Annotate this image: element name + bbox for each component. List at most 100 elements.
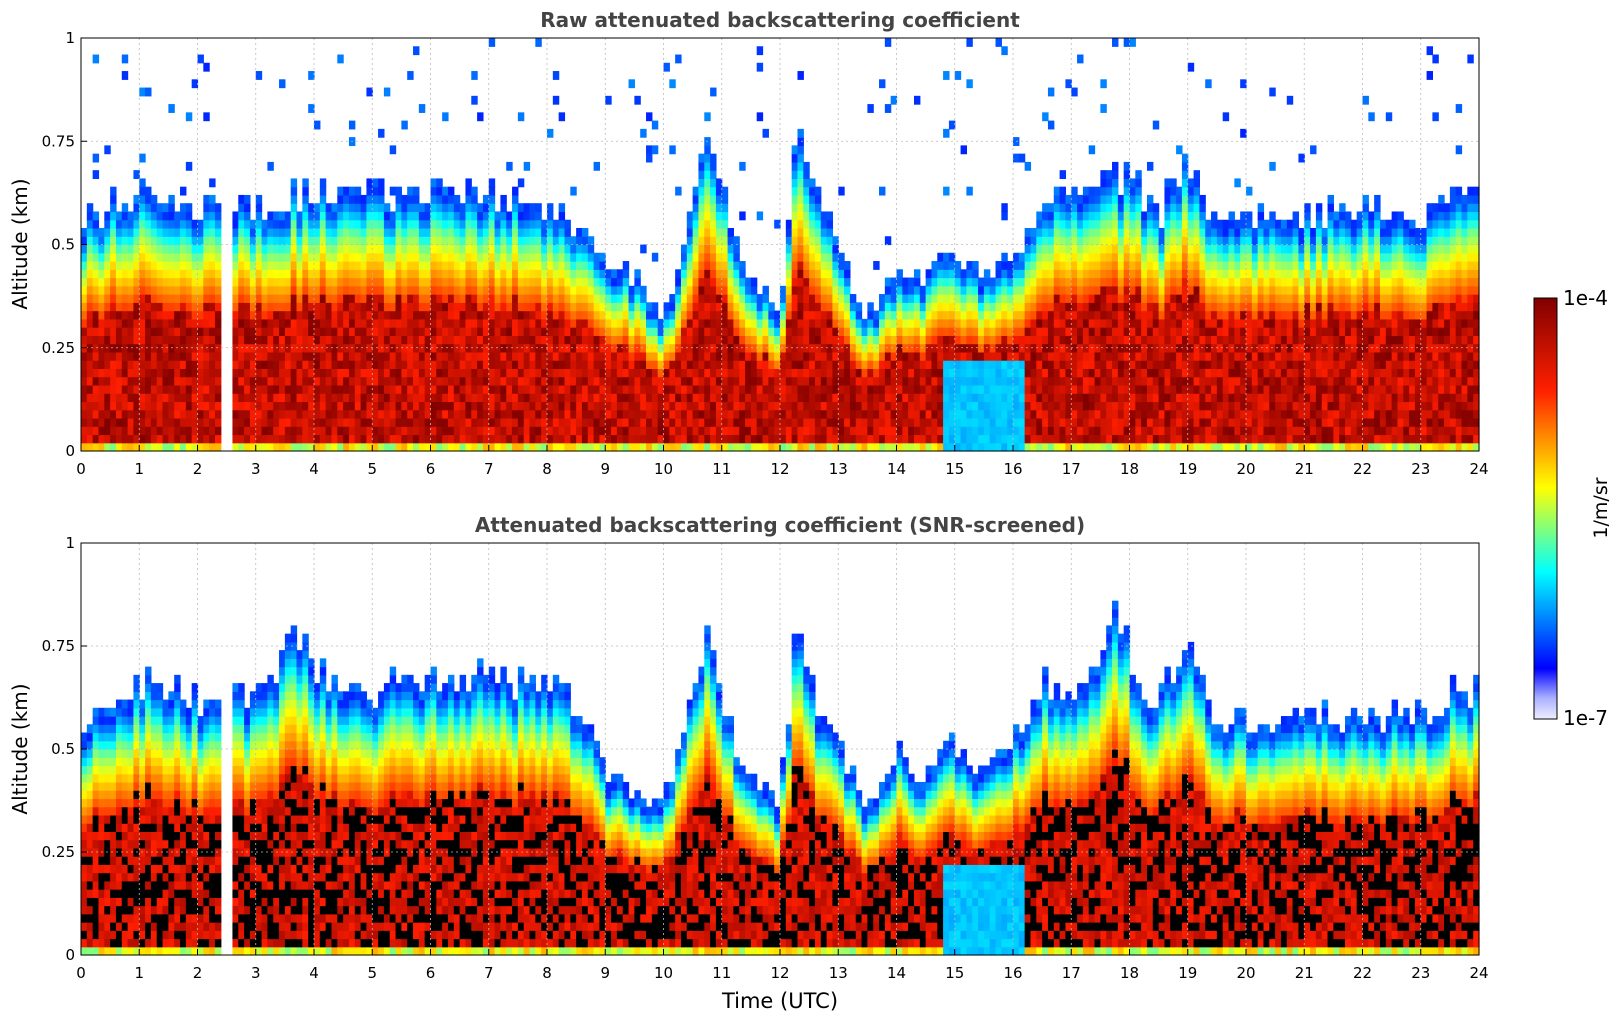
heatmap-cell — [809, 418, 815, 427]
heatmap-cell — [856, 443, 862, 452]
heatmap-cell — [652, 434, 658, 443]
heatmap-cell — [1013, 360, 1019, 369]
heatmap-cell — [1036, 245, 1042, 254]
heatmap-cell — [232, 393, 238, 402]
heatmap-cell — [594, 443, 600, 452]
heatmap-cell — [751, 385, 757, 394]
heatmap-cell — [372, 368, 378, 377]
heatmap-cell — [355, 261, 361, 270]
heatmap-cell — [617, 393, 623, 402]
heatmap-cell — [448, 286, 454, 295]
heatmap-cell — [331, 269, 337, 278]
heatmap-cell — [209, 302, 215, 311]
heatmap-cell — [1030, 269, 1036, 278]
heatmap-cell — [564, 220, 570, 229]
heatmap-cell — [1001, 377, 1007, 386]
heatmap-cell — [780, 418, 786, 427]
heatmap-cell — [728, 269, 734, 278]
heatmap-cell — [984, 302, 990, 311]
heatmap-cell — [1060, 170, 1066, 179]
heatmap-cell — [559, 269, 565, 278]
heatmap-cell — [81, 426, 87, 435]
heatmap-cell — [157, 385, 163, 394]
heatmap-cell — [605, 319, 611, 328]
heatmap-cell — [698, 195, 704, 204]
heatmap-cell — [809, 278, 815, 287]
heatmap-cell — [710, 418, 716, 427]
heatmap-cell — [431, 286, 437, 295]
heatmap-cell — [431, 211, 437, 220]
heatmap-cell — [1054, 410, 1060, 419]
heatmap-cell — [448, 434, 454, 443]
heatmap-cell — [378, 278, 384, 287]
heatmap-cell — [675, 311, 681, 320]
heatmap-cell — [93, 311, 99, 320]
heatmap-cell — [104, 401, 110, 410]
heatmap-cell — [238, 195, 244, 204]
heatmap-cell — [203, 410, 209, 419]
heatmap-cell — [186, 112, 192, 121]
heatmap-cell — [495, 335, 501, 344]
heatmap-cell — [390, 352, 396, 361]
heatmap-cell — [698, 286, 704, 295]
heatmap-cell — [320, 278, 326, 287]
heatmap-cell — [151, 434, 157, 443]
heatmap-cell — [1100, 401, 1106, 410]
heatmap-cell — [797, 228, 803, 237]
heatmap-cell — [920, 434, 926, 443]
heatmap-cell — [291, 327, 297, 336]
heatmap-cell — [879, 360, 885, 369]
heatmap-cell — [104, 443, 110, 452]
heatmap-cell — [646, 327, 652, 336]
heatmap-cell — [291, 236, 297, 245]
heatmap-cell — [401, 385, 407, 394]
heatmap-cell — [390, 418, 396, 427]
heatmap-cell — [780, 393, 786, 402]
heatmap-cell — [232, 311, 238, 320]
heatmap-cell — [378, 195, 384, 204]
heatmap-cell — [297, 426, 303, 435]
heatmap-cell — [675, 401, 681, 410]
heatmap-cell — [576, 253, 582, 262]
heatmap-cell — [419, 278, 425, 287]
heatmap-cell — [431, 443, 437, 452]
heatmap-cell — [821, 253, 827, 262]
heatmap-cell — [605, 368, 611, 377]
heatmap-cell — [460, 220, 466, 229]
heatmap-cell — [937, 302, 943, 311]
heatmap-cell — [984, 294, 990, 303]
heatmap-cell — [570, 253, 576, 262]
heatmap-cell — [681, 245, 687, 254]
heatmap-cell — [570, 377, 576, 386]
heatmap-cell — [914, 352, 920, 361]
heatmap-cell — [704, 418, 710, 427]
heatmap-cell — [1089, 360, 1095, 369]
heatmap-cell — [1001, 368, 1007, 377]
heatmap-cell — [151, 253, 157, 262]
heatmap-cell — [1054, 352, 1060, 361]
heatmap-cell — [302, 352, 308, 361]
heatmap-cell — [174, 261, 180, 270]
heatmap-cell — [343, 187, 349, 196]
heatmap-cell — [722, 278, 728, 287]
heatmap-cell — [617, 294, 623, 303]
heatmap-cell — [1001, 211, 1007, 220]
heatmap-cell — [203, 434, 209, 443]
heatmap-cell — [512, 368, 518, 377]
heatmap-cell — [908, 368, 914, 377]
heatmap-cell — [611, 327, 617, 336]
heatmap-cell — [559, 368, 565, 377]
heatmap-cell — [471, 278, 477, 287]
heatmap-cell — [955, 377, 961, 386]
heatmap-cell — [471, 253, 477, 262]
heatmap-cell — [1036, 393, 1042, 402]
heatmap-cell — [815, 195, 821, 204]
heatmap-cell — [1071, 319, 1077, 328]
heatmap-cell — [856, 335, 862, 344]
heatmap-cell — [559, 327, 565, 336]
heatmap-cell — [768, 319, 774, 328]
heatmap-cell — [256, 261, 262, 270]
heatmap-cell — [559, 410, 565, 419]
heatmap-cell — [1071, 401, 1077, 410]
heatmap-cell — [681, 385, 687, 394]
